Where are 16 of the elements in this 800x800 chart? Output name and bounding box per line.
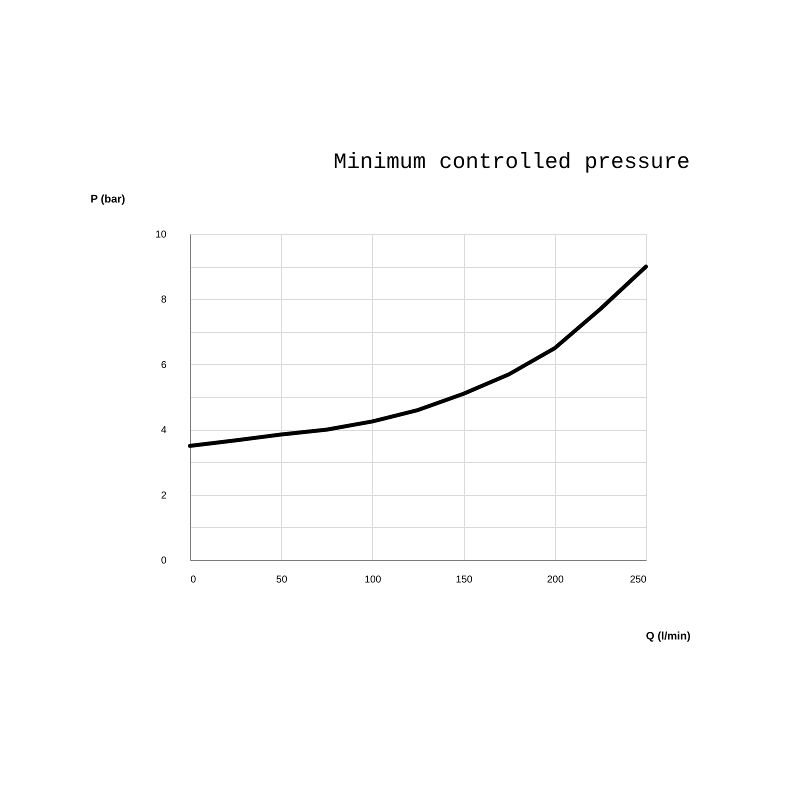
- x-tick-label: 200: [546, 574, 564, 586]
- y-tick-label: 0: [160, 556, 167, 566]
- x-tick-label: 0: [190, 574, 196, 586]
- chart-title: Minimum controlled pressure: [334, 150, 690, 175]
- x-tick-label: 50: [276, 574, 288, 586]
- line-series: [188, 264, 648, 448]
- x-tick-label: 250: [630, 574, 647, 586]
- y-tick-label: 10: [155, 230, 167, 240]
- x-tick-label: 100: [364, 574, 382, 586]
- x-tick-label: 150: [456, 574, 473, 586]
- y-axis-title: P (bar): [90, 194, 126, 206]
- y-tick-label: 2: [160, 490, 167, 502]
- y-tick-label: 6: [160, 360, 167, 371]
- x-axis-title: Q (l/min): [646, 630, 691, 642]
- y-tick-label: 4: [160, 425, 167, 436]
- y-tick-label: 8: [160, 294, 167, 306]
